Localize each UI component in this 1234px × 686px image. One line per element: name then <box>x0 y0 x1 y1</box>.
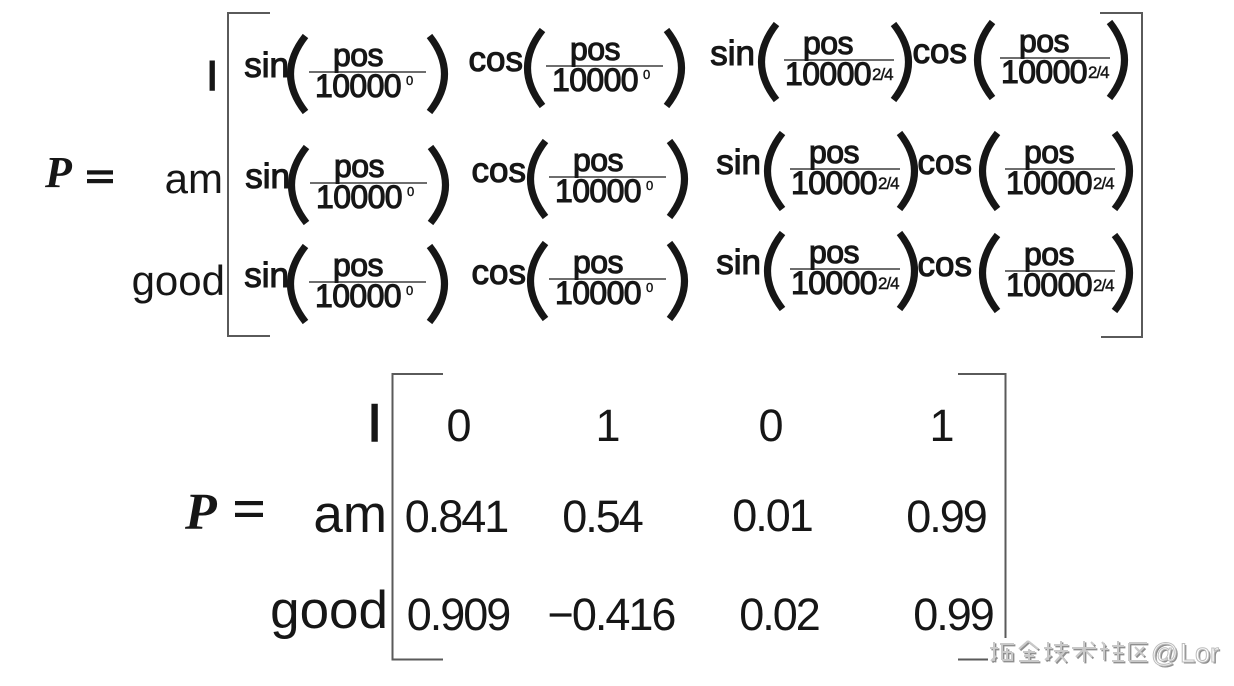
svg-text:P: P <box>44 148 73 197</box>
svg-text:0.54: 0.54 <box>562 491 643 542</box>
svg-text:0.99: 0.99 <box>913 589 993 640</box>
svg-text:pos: pos <box>573 142 623 178</box>
svg-text:10000: 10000 <box>1006 165 1092 201</box>
svg-text:0: 0 <box>406 73 413 88</box>
svg-text:10000: 10000 <box>315 68 401 104</box>
svg-text:10000: 10000 <box>1006 267 1092 303</box>
svg-text:0.01: 0.01 <box>732 490 812 541</box>
svg-text:pos: pos <box>809 134 859 170</box>
svg-text:pos: pos <box>334 148 384 184</box>
svg-text:pos: pos <box>333 247 383 283</box>
svg-text:−0.416: −0.416 <box>548 589 676 640</box>
svg-text:sin: sin <box>244 256 289 295</box>
svg-text:cos: cos <box>472 253 526 292</box>
svg-text:0.02: 0.02 <box>739 589 819 640</box>
svg-text:sin: sin <box>245 157 290 196</box>
svg-text:10000: 10000 <box>555 275 641 311</box>
svg-text:2/4: 2/4 <box>1088 63 1109 82</box>
svg-text:am: am <box>165 155 223 202</box>
svg-text:0.841: 0.841 <box>405 491 508 542</box>
svg-text:Lor: Lor <box>1180 638 1219 668</box>
svg-text:10000: 10000 <box>315 278 401 314</box>
svg-text:10000: 10000 <box>785 56 871 92</box>
svg-text:am: am <box>313 485 387 544</box>
svg-text:0: 0 <box>407 184 414 199</box>
svg-text:good: good <box>132 257 225 304</box>
svg-text:2/4: 2/4 <box>1093 174 1114 193</box>
svg-text:0: 0 <box>643 67 650 82</box>
svg-text:2/4: 2/4 <box>1093 276 1114 295</box>
svg-text:pos: pos <box>573 244 623 280</box>
svg-text:I: I <box>206 52 218 99</box>
svg-text:10000: 10000 <box>1001 54 1087 90</box>
svg-text:2/4: 2/4 <box>878 274 899 293</box>
svg-text:pos: pos <box>1024 134 1074 170</box>
svg-text:I: I <box>367 394 382 453</box>
svg-text:@: @ <box>1151 638 1178 668</box>
svg-text:10000: 10000 <box>791 265 877 301</box>
svg-text:cos: cos <box>918 143 972 182</box>
svg-text:0: 0 <box>646 178 653 193</box>
svg-text:cos: cos <box>469 40 523 79</box>
svg-text:pos: pos <box>1019 23 1069 59</box>
svg-text:0.99: 0.99 <box>906 491 986 542</box>
svg-text:10000: 10000 <box>316 179 402 215</box>
svg-text:cos: cos <box>472 151 526 190</box>
svg-text:good: good <box>270 581 388 640</box>
svg-text:Lor: Lor <box>1182 640 1221 670</box>
svg-text:pos: pos <box>1024 236 1074 272</box>
svg-text:10000: 10000 <box>552 62 638 98</box>
svg-text:pos: pos <box>570 31 620 67</box>
svg-text:pos: pos <box>333 37 383 73</box>
svg-text:0: 0 <box>446 400 470 451</box>
svg-text:2/4: 2/4 <box>878 174 899 193</box>
svg-text:pos: pos <box>803 25 853 61</box>
svg-text:0: 0 <box>758 400 782 451</box>
svg-text:sin: sin <box>244 46 289 85</box>
svg-text:cos: cos <box>913 32 967 71</box>
svg-text:0.909: 0.909 <box>407 589 510 640</box>
svg-text:P: P <box>184 484 218 541</box>
svg-text:1: 1 <box>595 400 618 451</box>
svg-text:sin: sin <box>716 243 761 282</box>
svg-text:10000: 10000 <box>791 165 877 201</box>
svg-text:pos: pos <box>809 234 859 270</box>
svg-text:0: 0 <box>646 280 653 295</box>
svg-text:2/4: 2/4 <box>872 65 893 84</box>
svg-text:0: 0 <box>406 283 413 298</box>
svg-text:sin: sin <box>716 143 761 182</box>
svg-text:sin: sin <box>710 34 755 73</box>
svg-text:1: 1 <box>929 400 952 451</box>
svg-text:@: @ <box>1153 640 1180 670</box>
svg-text:cos: cos <box>918 245 972 284</box>
svg-text:10000: 10000 <box>555 173 641 209</box>
